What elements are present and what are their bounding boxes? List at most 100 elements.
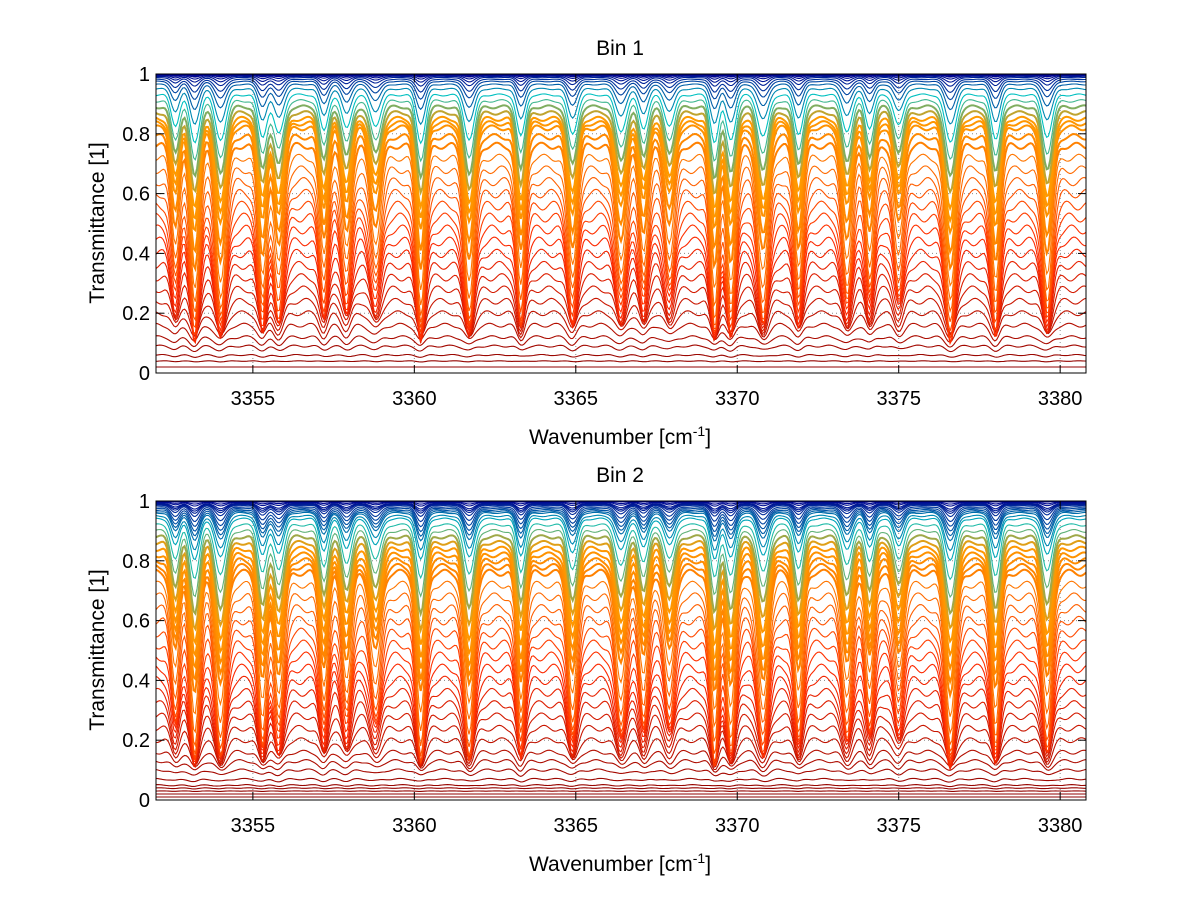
series-line [155, 507, 1087, 528]
series-line [155, 75, 1086, 83]
x-tick-label: 3370 [715, 815, 760, 837]
series-line [155, 514, 1087, 552]
series-line [155, 141, 1087, 273]
y-tick-label: 0.8 [122, 551, 150, 573]
series-line [155, 510, 1087, 537]
series-line [155, 110, 1087, 196]
bin-2-plot: Bin 2 3355 3360 3365 3370 3375 3380 0 0.2 0.4 0.… [86, 464, 1087, 876]
series-line [155, 248, 1087, 345]
y-tick-label: 0.2 [122, 303, 150, 325]
series-line [155, 104, 1087, 181]
series-line [155, 700, 1087, 769]
y-tick-label: 0.6 [122, 184, 150, 206]
series-line [155, 344, 1087, 353]
series-line [155, 551, 1087, 661]
series-line [155, 545, 1087, 647]
y-tick-label: 0.8 [122, 124, 150, 146]
series-line [155, 663, 1087, 768]
series-line [155, 517, 1087, 562]
plot-title: Bin 2 [596, 464, 644, 487]
series-line [156, 508, 1087, 533]
series-line [155, 534, 1087, 618]
series-line [155, 675, 1087, 771]
x-tick-label: 3380 [1038, 388, 1083, 410]
x-tick-label: 3370 [715, 388, 760, 410]
series-line [155, 83, 1086, 111]
series-line [155, 99, 1087, 163]
y-axis-label: Transmittance [1] [86, 569, 109, 730]
axes-box [155, 500, 1087, 801]
series-line [155, 627, 1087, 764]
series-line [155, 557, 1087, 672]
series-line [155, 790, 1087, 792]
y-tick-label: 1 [139, 64, 150, 86]
series-line [155, 651, 1087, 767]
x-tick-label: 3360 [392, 815, 437, 837]
y-tick-label: 0 [139, 363, 150, 385]
series-line [155, 604, 1087, 748]
series-line [155, 511, 1087, 542]
x-tick-label: 3375 [876, 815, 921, 837]
x-axis-ticks: 3355 3360 3365 3370 3375 3380 [231, 74, 1083, 410]
series-line [155, 200, 1087, 332]
series-line [155, 322, 1087, 343]
x-axis-label: Wavenumber [cm-1] [529, 423, 711, 449]
series-line [155, 749, 1087, 771]
series-line [155, 165, 1087, 308]
series-line [155, 639, 1087, 768]
series-line [155, 212, 1087, 339]
series-line [155, 93, 1087, 145]
x-axis-ticks: 3355 3360 3365 3370 3375 3380 [231, 501, 1083, 837]
y-tick-label: 0 [139, 790, 150, 812]
y-tick-label: 0.4 [122, 243, 150, 265]
x-tick-label: 3365 [554, 388, 599, 410]
plot-title: Bin 1 [596, 37, 644, 60]
series-line [155, 504, 1086, 518]
series-line [155, 615, 1087, 757]
series-line [155, 236, 1087, 346]
x-tick-label: 3355 [231, 388, 276, 410]
y-tick-label: 0.6 [122, 611, 150, 633]
series-line [155, 523, 1087, 581]
y-tick-label: 0.4 [122, 670, 150, 692]
series-line [155, 153, 1087, 291]
series-line [156, 80, 1087, 101]
x-tick-label: 3380 [1038, 815, 1083, 837]
series-line [155, 580, 1087, 717]
series-line [155, 224, 1087, 345]
series-line [155, 76, 1086, 87]
x-tick-label: 3360 [392, 388, 437, 410]
transmittance-series [155, 73, 1087, 368]
series-line [155, 360, 1087, 363]
series-line [155, 297, 1087, 339]
bin-1-plot: Bin 1 3355 3360 3365 3370 3375 3380 0 0.2 0.4 0.… [86, 37, 1087, 449]
series-line [155, 737, 1087, 769]
series-line [155, 539, 1087, 635]
series-line [155, 87, 1087, 126]
series-line [155, 568, 1087, 700]
series-line [155, 724, 1087, 768]
series-line [155, 120, 1087, 224]
axes-box [155, 73, 1087, 374]
y-axis-ticks: 0 0.2 0.4 0.6 0.8 1 [122, 491, 1086, 812]
series-line [155, 115, 1087, 212]
x-tick-label: 3355 [231, 815, 276, 837]
y-axis-label: Transmittance [1] [86, 142, 109, 303]
series-line [155, 759, 1087, 773]
series-line [155, 124, 1087, 236]
x-tick-label: 3375 [876, 388, 921, 410]
series-line [156, 503, 1086, 514]
series-line [155, 260, 1087, 345]
series-line [155, 335, 1087, 348]
series-line [155, 562, 1087, 686]
y-tick-label: 1 [139, 491, 150, 513]
x-tick-label: 3365 [554, 815, 599, 837]
x-axis-label: Wavenumber [cm-1] [529, 850, 711, 876]
series-line [155, 777, 1087, 783]
series-line [155, 712, 1087, 768]
series-line [155, 506, 1087, 523]
series-line [155, 310, 1087, 339]
series-line [155, 132, 1086, 256]
series-line [155, 592, 1086, 736]
